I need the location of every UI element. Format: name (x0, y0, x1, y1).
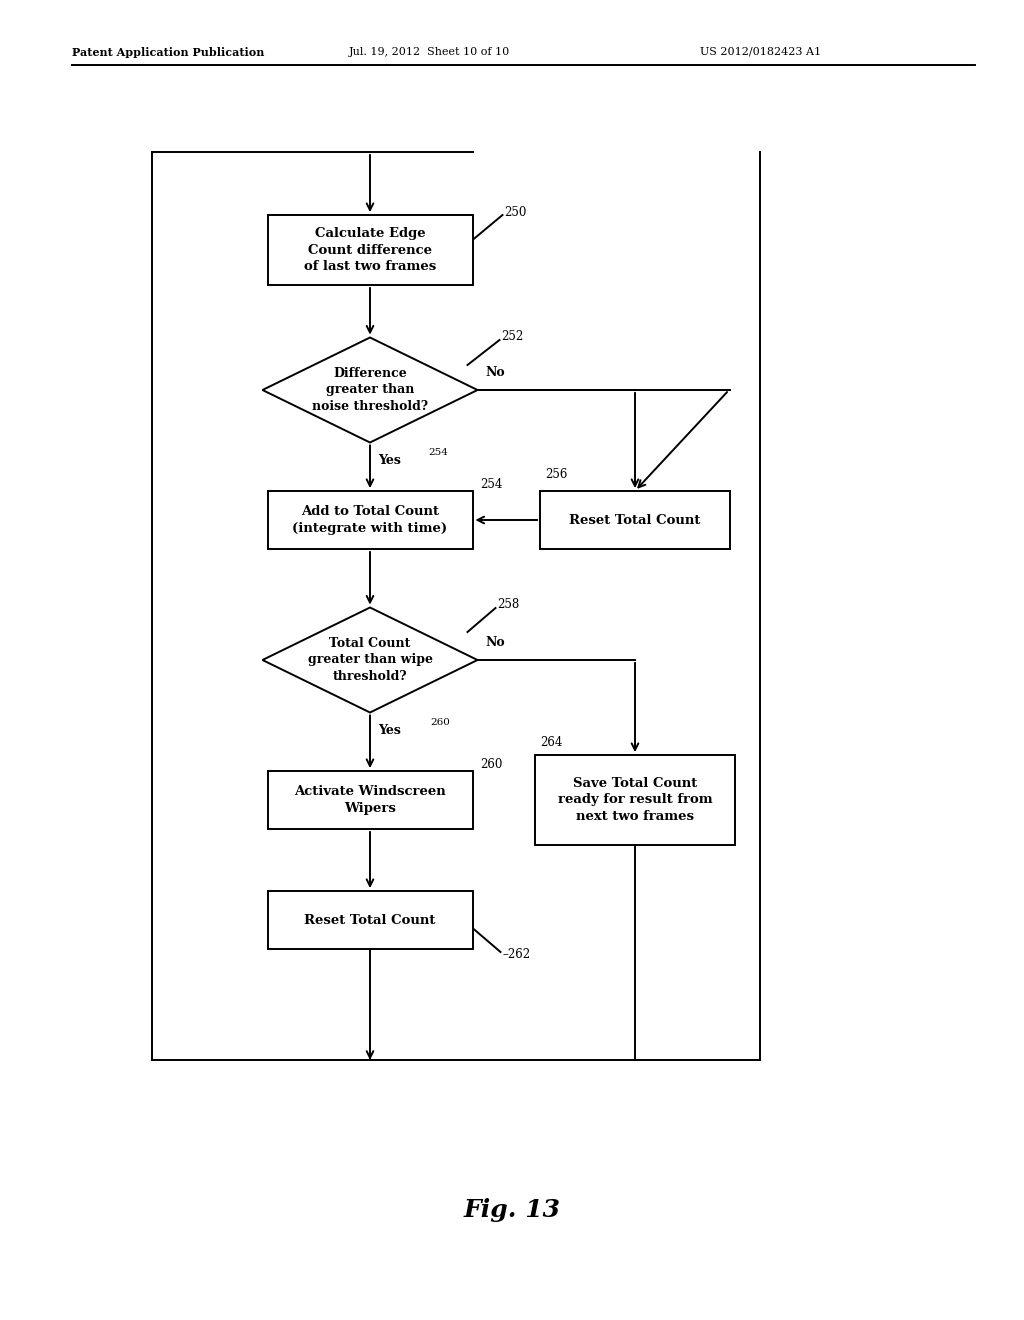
Text: Total Count
greater than wipe
threshold?: Total Count greater than wipe threshold? (307, 638, 432, 682)
Bar (267, 491, 472, 549)
Text: No: No (485, 635, 505, 648)
Text: –262: –262 (503, 948, 530, 961)
Text: Add to Total Count
(integrate with time): Add to Total Count (integrate with time) (293, 506, 447, 535)
Bar (535, 755, 735, 845)
Text: Patent Application Publication: Patent Application Publication (72, 46, 264, 58)
Bar (267, 215, 472, 285)
Text: Fig. 13: Fig. 13 (464, 1199, 560, 1222)
Text: 252: 252 (502, 330, 523, 343)
Text: No: No (485, 366, 505, 379)
Text: Yes: Yes (378, 454, 400, 467)
Polygon shape (262, 607, 477, 713)
Bar (267, 891, 472, 949)
Text: 264: 264 (540, 735, 562, 748)
Bar (540, 491, 730, 549)
Polygon shape (262, 338, 477, 442)
Bar (267, 771, 472, 829)
Text: Jul. 19, 2012  Sheet 10 of 10: Jul. 19, 2012 Sheet 10 of 10 (349, 48, 511, 57)
Text: 256: 256 (545, 469, 567, 482)
Text: Save Total Count
ready for result from
next two frames: Save Total Count ready for result from n… (558, 777, 713, 822)
Text: 258: 258 (498, 598, 520, 611)
Text: Activate Windscreen
Wipers: Activate Windscreen Wipers (294, 785, 445, 814)
Text: 260: 260 (480, 759, 503, 771)
Text: 250: 250 (505, 206, 527, 219)
Text: Calculate Edge
Count difference
of last two frames: Calculate Edge Count difference of last … (304, 227, 436, 273)
Text: 260: 260 (430, 718, 450, 727)
Text: Reset Total Count: Reset Total Count (304, 913, 435, 927)
Text: Reset Total Count: Reset Total Count (569, 513, 700, 527)
Text: 254: 254 (480, 479, 503, 491)
Text: US 2012/0182423 A1: US 2012/0182423 A1 (700, 48, 821, 57)
Text: 254: 254 (428, 447, 447, 457)
Text: Yes: Yes (378, 723, 400, 737)
Text: Difference
greater than
noise threshold?: Difference greater than noise threshold? (312, 367, 428, 413)
